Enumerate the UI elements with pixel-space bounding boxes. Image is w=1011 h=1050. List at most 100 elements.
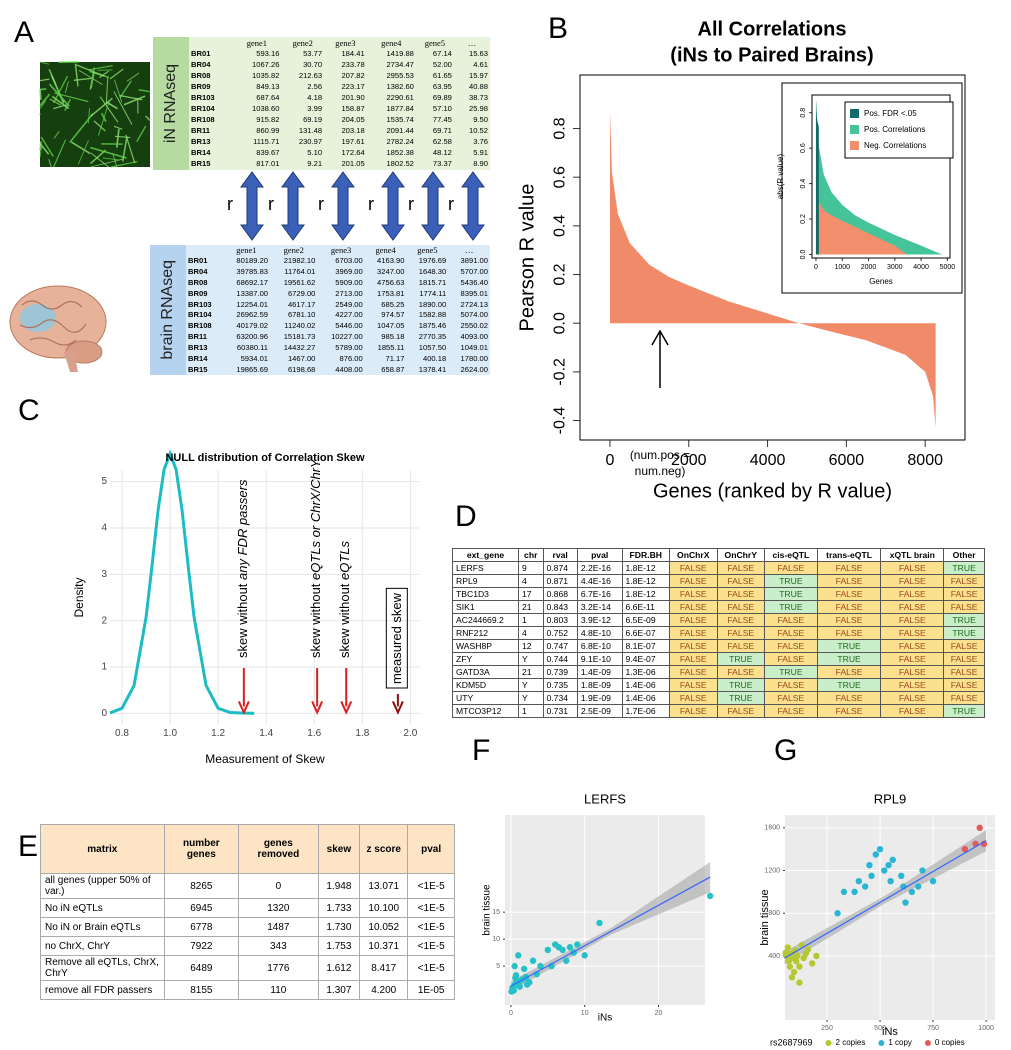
table-row: KDM5D Y 0.735 1.8E-09 1.4E-06 FALSE TRUE FALSE T… — [452, 678, 985, 692]
point — [544, 946, 552, 954]
x-tick-label: 1.6 — [307, 728, 321, 739]
cell: 5074.00 — [460, 310, 488, 320]
cell: all genes (upper 50% of var.) — [40, 873, 165, 899]
point — [510, 987, 518, 994]
cell: 4.18 — [307, 92, 323, 102]
table-row: Remove all eQTLs, ChrX, ChrY 6489 1776 1.61… — [40, 955, 455, 981]
table-e-panel: matrix number genes genes removed skew z sco… — [40, 824, 455, 1000]
cell: 21982.10 — [283, 256, 316, 266]
legend-swatch — [850, 125, 859, 134]
neurite — [138, 89, 151, 93]
neurite — [105, 76, 109, 105]
annotation-text: measured skew — [389, 592, 404, 684]
cell: FALSE — [669, 678, 718, 692]
cell: 38.73 — [468, 92, 488, 102]
cell: 2.2E-16 — [576, 561, 623, 575]
x-tick-label: 1.4 — [259, 728, 273, 739]
x-tick-label: 500 — [874, 1025, 886, 1032]
cell: 1067.26 — [252, 59, 280, 69]
cell: 233.78 — [341, 59, 365, 69]
brain-label-strip: brain RNAseq — [150, 245, 186, 375]
cell: 15.63 — [468, 48, 488, 58]
cell: Y — [517, 652, 544, 666]
cell: No iN eQTLs — [40, 898, 165, 918]
table-row: BR14 5934.01 1467.00 876.00 71.17 400.18 1780.… — [186, 353, 490, 364]
neurite — [89, 149, 107, 165]
y-tick-label: 1 — [101, 662, 107, 673]
cell: 343 — [238, 936, 319, 956]
cell: 9.1E-10 — [576, 652, 623, 666]
cell: 4 — [517, 626, 544, 640]
cell: 915.82 — [256, 115, 280, 125]
cell: 1890.00 — [418, 299, 447, 309]
cell: FALSE — [764, 678, 818, 692]
row-header: BR103 — [188, 299, 212, 309]
cell: FALSE — [764, 561, 818, 575]
cell: 158.87 — [341, 104, 365, 113]
cell: 4 — [517, 574, 544, 588]
table-row: BR108 40179.02 11240.02 5446.00 1047.05 1875.… — [186, 321, 490, 332]
cell: ZFY — [452, 652, 519, 666]
cell: 3.2E-14 — [576, 600, 623, 614]
cell: 0.744 — [542, 652, 578, 666]
cell: 201.90 — [341, 92, 365, 102]
cell: FALSE — [816, 665, 882, 679]
neurite — [39, 141, 42, 151]
cell: 21 — [517, 600, 544, 614]
cell: 0.734 — [542, 691, 578, 705]
cell: SIK1 — [452, 600, 519, 614]
cell: FALSE — [880, 704, 945, 718]
point — [796, 979, 803, 986]
cell: 10.052 — [359, 917, 409, 937]
cell: 9.50 — [473, 115, 488, 125]
cell: 4163.90 — [377, 256, 405, 266]
cell: FALSE — [669, 639, 718, 653]
neurite — [53, 139, 67, 168]
cell: 52.00 — [432, 59, 452, 69]
cell: 0.747 — [542, 639, 578, 653]
annotation-text: skew without — [235, 580, 250, 658]
cell: 1 — [517, 613, 544, 627]
row-header: BR09 — [191, 81, 211, 91]
cell: 11240.02 — [284, 321, 316, 331]
y-tick-label: 2 — [101, 615, 107, 626]
cell: 6.8E-10 — [576, 639, 623, 653]
neurite — [125, 134, 136, 164]
correlation-arrow — [281, 171, 305, 241]
x-tick-label: 8000 — [907, 452, 943, 469]
row-header: BR15 — [188, 364, 208, 374]
panel-label: D — [455, 500, 477, 533]
cell: Y — [517, 678, 544, 692]
cell: LERFS — [452, 561, 519, 575]
row-header: BR13 — [191, 137, 211, 147]
cell: 14432.27 — [283, 342, 316, 352]
cell: FALSE — [764, 626, 818, 640]
point — [861, 883, 869, 890]
cell: 9.4E-07 — [621, 652, 671, 666]
column-header: OnChrX — [669, 548, 718, 562]
legend-label: 2 copies — [836, 1038, 866, 1047]
point — [581, 952, 588, 959]
chart-title: RPL9 — [874, 791, 907, 806]
annotation-text: skew without — [338, 580, 353, 658]
neurite — [102, 157, 120, 161]
point — [902, 899, 909, 906]
panel-label: E — [18, 830, 38, 863]
correlation-arrow — [421, 171, 445, 241]
x-axis-label: iNs — [598, 1013, 612, 1024]
cell: 2724.13 — [460, 299, 488, 309]
y-tick-label: 800 — [768, 910, 780, 917]
cell: 1115.71 — [253, 137, 280, 147]
cell: GATD3A — [452, 665, 519, 679]
y-tick-label: 1600 — [764, 825, 780, 832]
cell: MTCO3P12 — [452, 704, 519, 718]
cell: 10.52 — [468, 126, 488, 136]
neurite — [87, 108, 91, 124]
data-table: gene1 gene2 gene3 gene4 gene5 … BR01 80189.20 21… — [186, 245, 490, 375]
y-tick-label: 0.6 — [551, 166, 568, 188]
x-tick-label: 0.8 — [115, 728, 129, 739]
neurite — [126, 72, 140, 82]
column-header: gene2 — [283, 245, 304, 256]
cell: 1976.69 — [418, 256, 447, 266]
point — [790, 968, 798, 976]
